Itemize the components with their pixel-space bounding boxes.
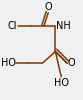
Text: O: O: [68, 58, 75, 68]
Text: HO: HO: [1, 58, 16, 68]
Text: NH: NH: [56, 21, 71, 31]
Text: Cl: Cl: [8, 21, 17, 31]
Text: O: O: [44, 2, 52, 12]
Text: HO: HO: [54, 78, 69, 88]
